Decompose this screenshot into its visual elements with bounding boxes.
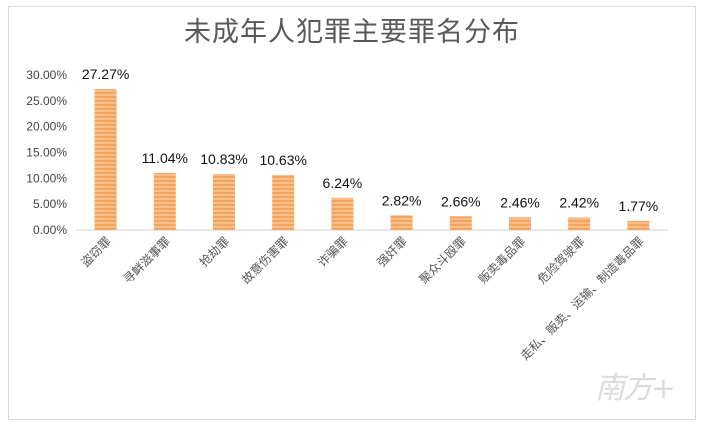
- bar: [568, 217, 591, 230]
- data-label: 6.24%: [323, 175, 363, 191]
- x-tick-label: 强奸罪: [374, 234, 409, 269]
- data-label: 1.77%: [619, 198, 659, 214]
- data-label: 2.46%: [500, 194, 540, 210]
- y-tick-label: 10.00%: [26, 171, 67, 185]
- chart-title: 未成年人犯罪主要罪名分布: [184, 17, 520, 48]
- x-tick-label: 贩卖毒品罪: [476, 234, 528, 286]
- x-tick-label: 聚众斗殴罪: [417, 234, 469, 286]
- x-tick-label: 危险驾驶罪: [534, 234, 587, 287]
- bar: [509, 217, 531, 230]
- y-tick-label: 15.00%: [26, 146, 67, 160]
- data-label: 10.83%: [200, 151, 247, 167]
- bar: [153, 172, 176, 230]
- chart-frame: [8, 6, 696, 420]
- bar: [390, 215, 413, 230]
- x-tick-label: 盗窃罪: [78, 234, 114, 270]
- data-label: 2.42%: [559, 194, 599, 210]
- data-label: 27.27%: [82, 66, 129, 82]
- bar: [94, 89, 117, 230]
- data-label: 10.63%: [259, 152, 306, 168]
- bar: [272, 175, 295, 230]
- x-tick-label: 寻衅滋事罪: [121, 234, 173, 286]
- data-label: 11.04%: [142, 150, 188, 166]
- x-tick-label: 故意伤害罪: [238, 234, 291, 287]
- bar: [627, 220, 650, 230]
- bar: [449, 216, 472, 230]
- watermark-logo: 南方+: [594, 371, 676, 406]
- y-tick-label: 20.00%: [26, 120, 67, 134]
- y-tick-label: 30.00%: [26, 68, 67, 82]
- y-tick-label: 25.00%: [26, 94, 67, 108]
- bar: [213, 174, 235, 230]
- x-tick-label: 诈骗罪: [314, 234, 350, 270]
- x-tick-label: 抢劫罪: [196, 234, 232, 270]
- y-tick-label: 5.00%: [33, 197, 67, 211]
- bar: [331, 197, 354, 230]
- data-label: 2.66%: [441, 193, 481, 209]
- x-tick-label: 走私、贩卖、运输、制造毒品罪: [517, 234, 646, 363]
- data-label: 2.82%: [382, 192, 422, 208]
- y-tick-label: 0.00%: [33, 223, 67, 237]
